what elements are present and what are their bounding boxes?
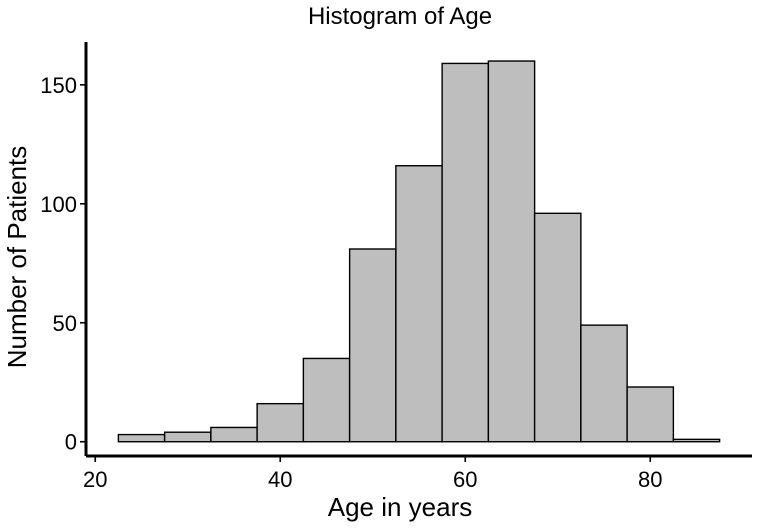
histogram-bar (302, 357, 351, 443)
y-tick-label: 100 (40, 192, 77, 217)
histogram-bar (348, 248, 397, 443)
histogram-bar (626, 386, 675, 443)
y-tick-label: 150 (40, 73, 77, 98)
histogram-bar (672, 438, 721, 443)
x-axis-title: Age in years (328, 492, 473, 522)
x-tick-label: 20 (83, 467, 107, 492)
x-tick-label: 40 (268, 467, 292, 492)
histogram-bar (395, 165, 443, 443)
histogram-bar (117, 433, 166, 443)
histogram-bar (163, 431, 212, 443)
histogram-bar (487, 60, 536, 443)
y-tick-label: 0 (65, 430, 77, 455)
y-tick-label: 50 (53, 311, 77, 336)
histogram-bar (580, 324, 628, 443)
y-ticks-group: 0 50 100 150 (40, 73, 86, 455)
y-axis-title: Number of Patients (2, 146, 32, 369)
histogram-bar (210, 426, 258, 443)
x-tick-label: 60 (453, 467, 477, 492)
bars-group (117, 60, 721, 443)
histogram-bar (533, 212, 582, 443)
x-ticks-group: 20 40 60 80 (83, 456, 662, 492)
x-tick-label: 80 (638, 467, 662, 492)
chart-title: Histogram of Age (308, 3, 492, 30)
histogram-bar (441, 62, 490, 443)
histogram-bar (256, 402, 305, 443)
